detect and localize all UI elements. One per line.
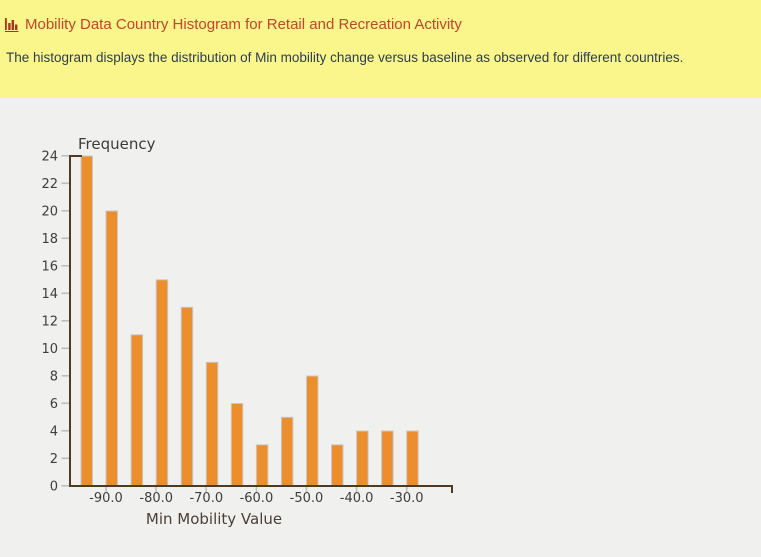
- y-axis-tick: [61, 485, 69, 487]
- histogram-bar: [230, 403, 244, 487]
- header-title-row: Mobility Data Country Histogram for Reta…: [5, 16, 462, 33]
- histogram-bar: [306, 375, 319, 487]
- x-axis-tick: [105, 487, 107, 492]
- y-tick-label: 12: [41, 315, 58, 330]
- x-axis-tick: [255, 487, 258, 492]
- x-tick-label: -80.0: [139, 491, 173, 506]
- y-tick-label: 2: [50, 452, 58, 467]
- y-axis-tick: [61, 182, 69, 185]
- histogram-bar: [130, 334, 144, 487]
- y-tick-label: 16: [41, 260, 58, 275]
- x-axis-title: Min Mobility Value: [145, 510, 283, 528]
- bar-chart-icon: [5, 17, 20, 32]
- histogram-bar: [331, 444, 344, 487]
- histogram-bar: [381, 430, 394, 487]
- x-axis-end-cap: [451, 487, 453, 493]
- histogram-bar: [205, 361, 219, 487]
- histogram-bar: [105, 210, 118, 487]
- y-axis-tick: [61, 320, 69, 322]
- x-axis-tick: [355, 487, 358, 492]
- histogram-bar: [255, 444, 269, 487]
- x-tick-label: -30.0: [390, 491, 424, 506]
- y-axis-tick: [61, 375, 69, 377]
- x-tick-label: -90.0: [89, 491, 123, 506]
- y-tick-label: 10: [41, 342, 58, 357]
- y-tick-label: 6: [50, 397, 58, 412]
- x-tick-label: -50.0: [290, 491, 324, 506]
- histogram-bar: [406, 430, 419, 487]
- x-axis-line: [69, 485, 453, 487]
- x-tick-label: -60.0: [240, 491, 274, 506]
- y-tick-label: 14: [41, 287, 58, 302]
- y-tick-label: 24: [41, 150, 58, 165]
- x-axis-tick: [205, 487, 207, 492]
- histogram-bar: [80, 155, 93, 487]
- y-axis-title: Frequency: [78, 135, 156, 153]
- header-banner: Mobility Data Country Histogram for Reta…: [0, 0, 761, 98]
- x-axis-tick: [405, 487, 408, 492]
- y-axis-tick: [61, 292, 69, 295]
- x-tick-label: -40.0: [340, 491, 374, 506]
- y-tick-label: 22: [41, 177, 58, 192]
- y-axis-tick: [61, 210, 69, 212]
- histogram-bar: [180, 306, 194, 487]
- histogram-bar: [280, 416, 294, 487]
- page-subtitle: The histogram displays the distribution …: [6, 50, 684, 65]
- y-tick-label: 18: [41, 232, 58, 247]
- y-tick-label: 0: [50, 480, 58, 495]
- x-axis-tick: [305, 487, 308, 492]
- histogram-bar: [356, 430, 369, 487]
- y-axis-tick: [61, 155, 69, 157]
- y-axis-line: [69, 155, 71, 487]
- page-title: Mobility Data Country Histogram for Reta…: [25, 16, 462, 33]
- y-axis-tick: [61, 347, 69, 350]
- y-tick-label: 8: [50, 370, 58, 385]
- y-axis-tick: [61, 457, 69, 460]
- x-tick-label: -70.0: [189, 491, 223, 506]
- y-axis-tick: [61, 430, 69, 432]
- histogram-bar: [155, 279, 169, 487]
- x-axis-tick: [155, 487, 157, 492]
- y-axis-tick: [61, 402, 69, 405]
- y-tick-label: 20: [41, 205, 58, 220]
- y-axis-tick: [61, 237, 69, 240]
- y-axis-end-cap: [71, 155, 82, 157]
- y-axis-tick: [61, 265, 69, 267]
- y-tick-label: 4: [50, 425, 58, 440]
